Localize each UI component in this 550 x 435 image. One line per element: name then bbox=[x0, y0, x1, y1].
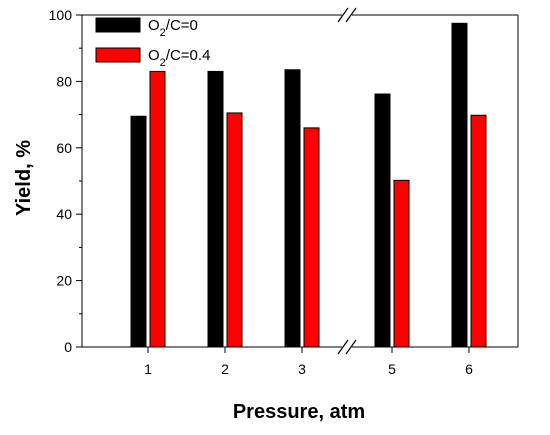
y-ticks-group: 0 20 40 60 80 100 bbox=[49, 7, 82, 355]
bar-series1-3 bbox=[284, 69, 301, 348]
bar-series1-5 bbox=[374, 93, 391, 348]
x-tick-label-5: 5 bbox=[388, 361, 396, 377]
break-mark-top-1 bbox=[337, 7, 349, 23]
bar-series2-3 bbox=[303, 127, 320, 348]
bar-series1-2 bbox=[207, 70, 224, 348]
break-mark-bottom-1 bbox=[337, 339, 349, 355]
x-ticks-group: 1 2 3 5 6 bbox=[144, 347, 473, 377]
x-tick-label-6: 6 bbox=[465, 361, 473, 377]
bar-series2-1 bbox=[149, 70, 166, 348]
y-tick-label-100: 100 bbox=[49, 7, 73, 23]
y-tick-label-20: 20 bbox=[56, 273, 72, 289]
axis-break-marks bbox=[337, 7, 357, 355]
bar-series2-2 bbox=[226, 112, 243, 348]
bar-series2-5 bbox=[393, 179, 410, 348]
axes-group bbox=[81, 14, 519, 348]
y-tick-label-80: 80 bbox=[56, 73, 72, 89]
x-tick-label-3: 3 bbox=[298, 361, 306, 377]
legend-label-1: O2/C=0 bbox=[148, 17, 198, 39]
x-tick-label-2: 2 bbox=[221, 361, 229, 377]
legend-swatch-1 bbox=[95, 17, 141, 33]
legend: O2/C=0 O2/C=0.4 bbox=[95, 17, 210, 69]
bars-group bbox=[130, 22, 487, 348]
y-axis-title: Yield, % bbox=[13, 140, 35, 216]
x-axis-title: Pressure, atm bbox=[233, 401, 365, 423]
bar-series1-6 bbox=[451, 22, 468, 348]
legend-swatch-2 bbox=[95, 47, 141, 63]
y-tick-label-40: 40 bbox=[56, 206, 72, 222]
legend-label-2: O2/C=0.4 bbox=[148, 47, 210, 69]
break-mark-bottom-2 bbox=[345, 339, 357, 355]
break-mark-top-2 bbox=[345, 7, 357, 23]
y-tick-label-0: 0 bbox=[64, 339, 72, 355]
x-tick-label-1: 1 bbox=[144, 361, 152, 377]
y-tick-label-60: 60 bbox=[56, 140, 72, 156]
bar-series1-1 bbox=[130, 115, 147, 348]
bar-series2-6 bbox=[470, 114, 487, 348]
